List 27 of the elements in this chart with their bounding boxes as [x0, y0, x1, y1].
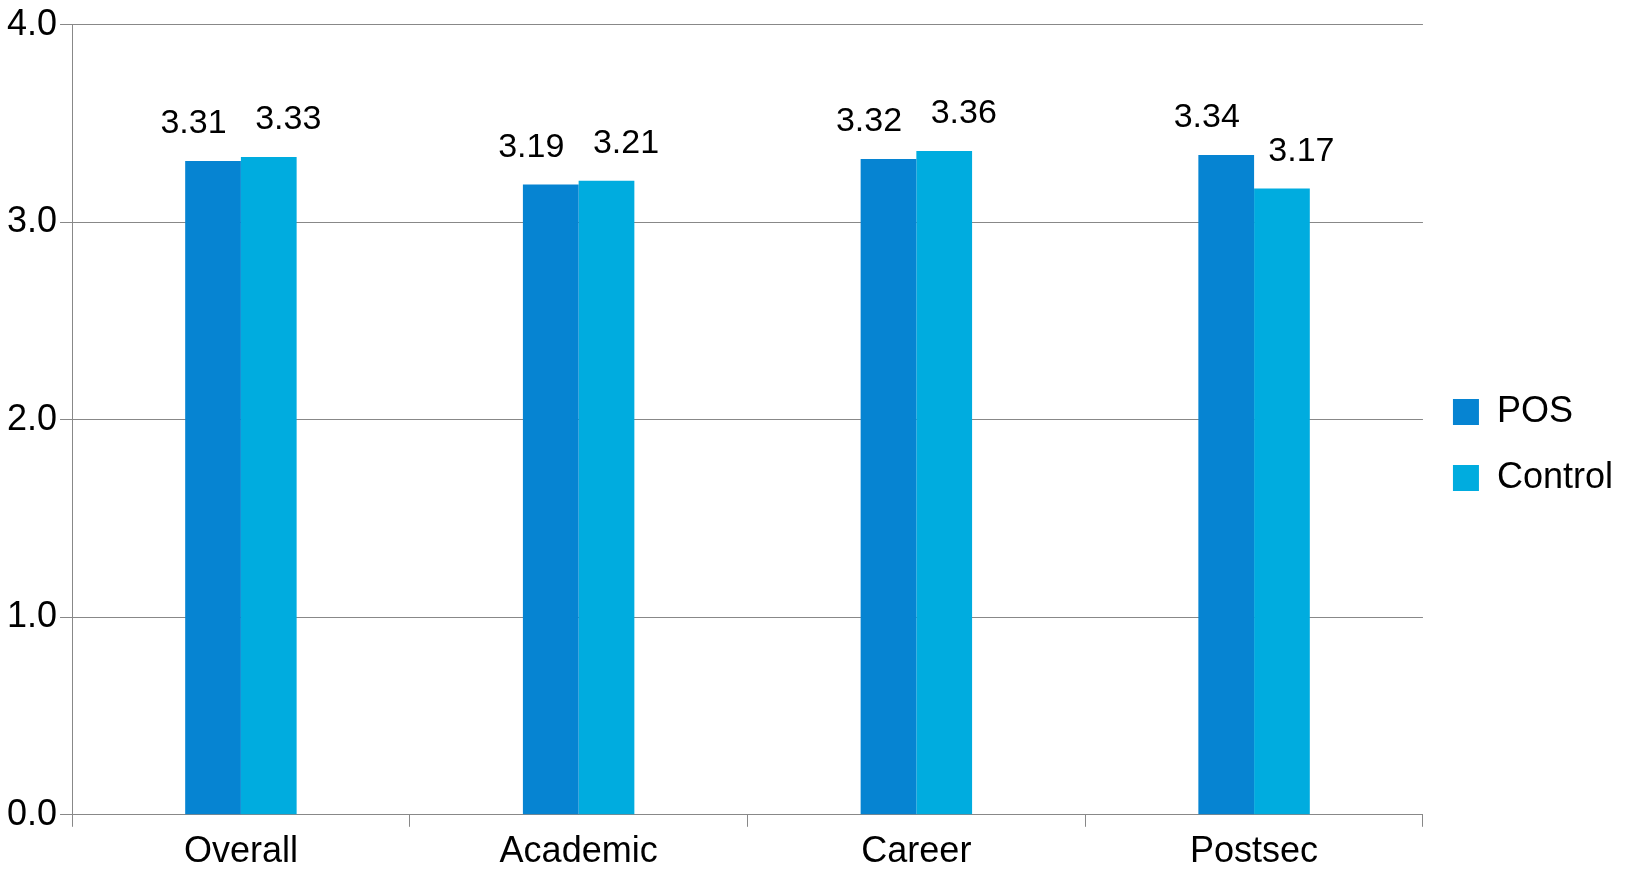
- data-label: 3.32: [835, 100, 903, 139]
- bar: [578, 180, 635, 815]
- bar: [860, 158, 917, 815]
- data-label: 3.21: [592, 122, 660, 161]
- x-tick-label: Postsec: [1190, 829, 1319, 871]
- bar: [240, 156, 297, 815]
- bar: [916, 151, 973, 815]
- data-label: 3.34: [1173, 96, 1240, 135]
- x-tick-label: Overall: [183, 829, 298, 871]
- legend-label: POS: [1496, 388, 1573, 430]
- data-label: 3.33: [255, 98, 322, 137]
- data-label: 3.19: [498, 125, 565, 164]
- y-tick-label: 0.0: [7, 791, 58, 833]
- bar: [522, 184, 579, 815]
- y-tick-label: 1.0: [7, 594, 58, 636]
- data-label: 3.17: [1268, 129, 1335, 168]
- x-tick-label: Career: [861, 829, 972, 871]
- bar: [1254, 188, 1310, 815]
- y-tick-label: 4.0: [7, 1, 58, 43]
- y-tick-label: 3.0: [7, 199, 58, 241]
- legend-label: Control: [1496, 454, 1614, 496]
- y-tick-label: 2.0: [7, 396, 58, 438]
- bar: [185, 160, 241, 815]
- x-tick-label: Academic: [499, 829, 658, 871]
- data-label: 3.31: [160, 102, 227, 141]
- bar: [1198, 154, 1255, 815]
- data-label: 3.36: [930, 92, 997, 131]
